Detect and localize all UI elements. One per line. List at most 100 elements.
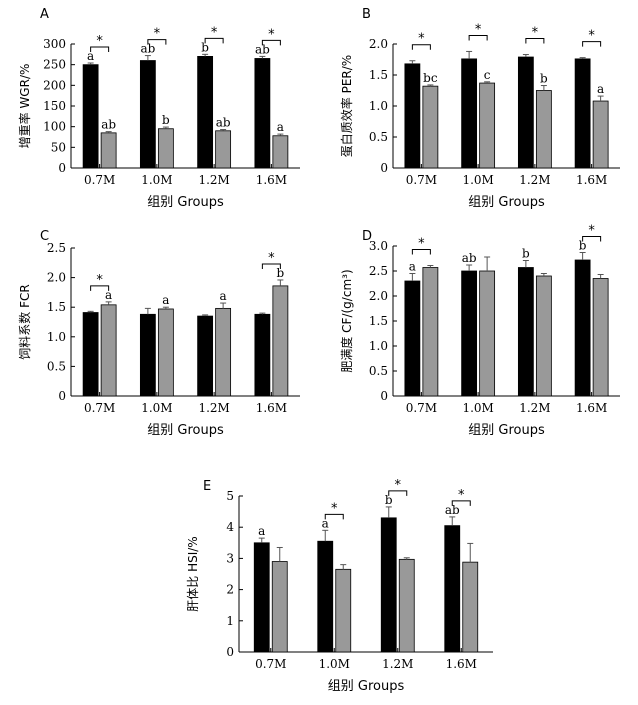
y-axis-label: 饲料系数 FCR [17, 284, 32, 359]
x-tick-label: 1.6M [446, 657, 477, 671]
bar [139, 60, 156, 169]
panel-letter: E [203, 479, 211, 494]
y-axis-label: 肥满度 CF/(g/cm³) [339, 269, 354, 372]
y-tick-label: 1.0 [369, 339, 388, 353]
significance-star: * [475, 22, 482, 37]
bar [398, 558, 415, 653]
bar [380, 517, 397, 653]
significance-letter: c [484, 68, 491, 82]
bar [254, 313, 271, 397]
bar [592, 100, 609, 169]
x-tick-label: 1.6M [576, 401, 607, 415]
significance-bracket [411, 44, 431, 50]
y-axis-label: 蛋白质效率 PER/% [339, 55, 354, 157]
chart-panel-c: C00.51.01.52.02.50.7Ma*1.0Ma1.2Ma1.6Mb*组… [17, 229, 300, 438]
chart-panel-b: B 0 0.5 1.0 1.5 2.0 0.7M bc * 1.0M c * 1.2M b * 1.6M a * 组… [339, 7, 620, 210]
y-tick-label: 3 [226, 551, 234, 565]
y-tick-label: 1 [226, 614, 234, 628]
x-axis-label: 组别 Groups [328, 679, 405, 694]
significance-letter: b [540, 72, 548, 86]
significance-letter: ab [101, 118, 116, 132]
x-tick-label: 1.6M [256, 401, 287, 415]
y-tick-label: 2.0 [47, 271, 66, 285]
bar [461, 270, 478, 397]
bar [82, 64, 99, 169]
significance-letter: b [579, 239, 587, 253]
significance-letter: a [105, 288, 112, 302]
bar [479, 270, 496, 397]
bar [535, 90, 552, 169]
y-tick-label: 2.0 [369, 37, 388, 51]
y-tick-label: 2.5 [369, 264, 388, 278]
significance-letter: a [162, 293, 169, 307]
significance-star: * [96, 34, 103, 49]
chart-panel-d: D00.51.01.52.02.53.00.7Ma*1.0Mab1.2Mb1.6… [339, 224, 620, 438]
x-tick-label: 0.7M [255, 657, 286, 671]
significance-letter: ab [216, 116, 231, 130]
bar [272, 285, 289, 397]
x-tick-label: 1.2M [198, 401, 229, 415]
significance-star: * [268, 251, 275, 266]
bar [254, 58, 271, 169]
bar [535, 275, 552, 397]
y-tick-label: 0 [226, 645, 234, 659]
y-tick-label: 300 [43, 37, 66, 51]
significance-star: * [588, 29, 595, 44]
significance-bracket [261, 39, 281, 46]
chart-panel-a: A0501001502002503000.7Maab*1.0Mabb*1.2Mb… [17, 7, 300, 210]
bar [197, 56, 214, 169]
bar [444, 525, 461, 653]
significance-letter: b [277, 266, 285, 280]
y-tick-label: 1.5 [369, 314, 388, 328]
x-tick-label: 1.0M [319, 657, 350, 671]
x-tick-label: 1.6M [256, 173, 287, 187]
panel-letter: A [40, 7, 49, 22]
x-axis-label: 组别 Groups [147, 423, 224, 438]
significance-letter: a [258, 524, 265, 538]
bar [422, 267, 439, 397]
y-tick-label: 0 [58, 161, 66, 175]
y-tick-label: 2.0 [369, 289, 388, 303]
significance-letter: b [162, 113, 170, 127]
bar [157, 308, 174, 397]
y-tick-label: 1.5 [369, 68, 388, 82]
significance-letter: a [277, 120, 284, 134]
bar [592, 278, 609, 397]
y-tick-label: 5 [226, 489, 234, 503]
significance-letter: ab [445, 503, 460, 517]
bar [517, 267, 534, 397]
significance-bracket [582, 236, 602, 242]
y-tick-label: 3.0 [369, 239, 388, 253]
x-tick-label: 0.7M [84, 173, 115, 187]
significance-star: * [331, 501, 338, 516]
significance-letter: ab [140, 42, 155, 56]
y-tick-label: 0.5 [47, 359, 66, 373]
bar [215, 130, 232, 169]
significance-bracket [90, 285, 110, 291]
x-tick-label: 1.2M [198, 173, 229, 187]
significance-letter: a [322, 516, 329, 530]
significance-bracket [388, 490, 408, 496]
y-tick-label: 2 [226, 583, 234, 597]
bar [479, 82, 496, 169]
x-tick-label: 0.7M [406, 401, 437, 415]
significance-letter: bc [423, 71, 438, 85]
bar [461, 58, 478, 169]
bar [574, 259, 591, 397]
significance-star: * [268, 27, 275, 42]
y-tick-label: 0 [380, 161, 388, 175]
significance-bracket [147, 39, 167, 45]
significance-star: * [588, 224, 595, 239]
significance-bracket [451, 500, 471, 506]
y-axis-label: 肝体比 HSI/% [186, 536, 200, 611]
x-tick-label: 0.7M [406, 173, 437, 187]
significance-star: * [458, 488, 465, 503]
significance-letter: a [409, 260, 416, 274]
significance-bracket [411, 249, 431, 255]
significance-letter: b [385, 493, 393, 507]
bar [197, 315, 214, 397]
y-tick-label: 150 [43, 99, 66, 113]
significance-letter: a [87, 49, 94, 63]
bar [404, 280, 421, 397]
